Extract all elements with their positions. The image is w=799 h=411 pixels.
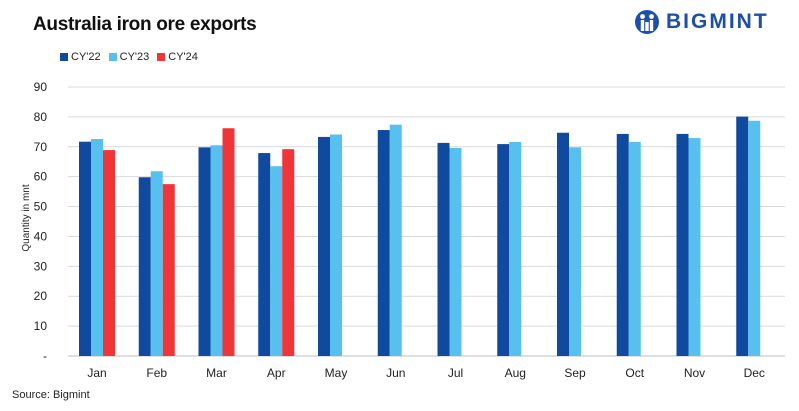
x-tick-label: Mar [206, 366, 227, 380]
bar-cy22 [258, 153, 271, 356]
bar-cy23 [509, 141, 522, 356]
bar-cy22 [437, 142, 450, 356]
bar-cy23 [330, 134, 342, 356]
y-tick-label: 10 [34, 319, 48, 333]
legend-label-cy22: CY'22 [71, 51, 101, 63]
y-tick-label: 60 [34, 170, 48, 184]
legend-swatch-cy24 [157, 53, 166, 61]
x-tick-label: Nov [684, 366, 705, 380]
bar-cy22 [377, 130, 390, 356]
legend-label-cy24: CY'24 [168, 51, 198, 63]
bar-cy23 [688, 138, 701, 356]
legend-swatch-cy23 [108, 53, 117, 61]
x-tick-label: Sep [564, 366, 586, 380]
bar-cy22 [318, 136, 330, 356]
bar-cy22 [198, 147, 211, 356]
legend-label-cy23: CY'23 [119, 51, 150, 63]
bar-cy24 [282, 149, 295, 356]
legend-swatch-cy22 [60, 53, 68, 61]
bar-cy23 [569, 147, 581, 356]
bar-cy22 [138, 177, 151, 356]
x-tick-label: Apr [267, 366, 286, 380]
y-tick-label: 20 [34, 289, 48, 303]
bar-cy22 [497, 144, 510, 356]
x-tick-label: May [325, 366, 348, 380]
bigmint-logo-icon [635, 10, 659, 34]
bar-cy23 [389, 124, 402, 356]
bar-cy23 [748, 120, 761, 356]
bar-cy23 [270, 166, 283, 356]
legend-item-cy24: CY'24 [157, 51, 198, 63]
x-tick-label: Oct [625, 366, 644, 380]
brand-logo: BIGMINT [634, 8, 769, 36]
y-tick-label: 90 [34, 80, 48, 94]
bar-cy24 [222, 128, 235, 356]
x-tick-label: Jan [87, 366, 106, 380]
legend-item-cy23: CY'23 [108, 51, 150, 63]
bar-cy22 [736, 116, 749, 356]
y-tick-label: 30 [34, 259, 48, 273]
y-tick-label: - [43, 349, 47, 363]
bar-cy22 [79, 141, 91, 356]
x-tick-label: Dec [744, 366, 765, 380]
y-tick-label: 70 [34, 140, 48, 154]
x-tick-label: Feb [146, 366, 167, 380]
bar-cy22 [557, 132, 569, 356]
bar-cy23 [91, 139, 103, 356]
chart-title: Australia iron ore exports [33, 14, 257, 35]
bar-cy23 [210, 145, 223, 356]
y-tick-label: 50 [34, 200, 48, 214]
x-tick-label: Jul [448, 366, 463, 380]
x-tick-label: Aug [505, 366, 526, 380]
bar-cy23 [449, 147, 462, 356]
bar-cy22 [616, 133, 629, 356]
x-tick-label: Jun [386, 366, 405, 380]
bar-cy24 [103, 150, 115, 356]
brand-name: BIGMINT [666, 10, 769, 33]
source-note: Source: Bigmint [12, 389, 90, 401]
chart-legend: CY'22 CY'23 CY'24 [60, 51, 206, 63]
bar-cy22 [676, 133, 689, 356]
bar-cy23 [150, 171, 163, 356]
bar-cy23 [628, 141, 641, 356]
bar-cy24 [162, 184, 175, 356]
y-tick-label: 40 [34, 229, 48, 243]
legend-item-cy22: CY'22 [60, 51, 101, 63]
y-tick-label: 80 [34, 110, 48, 124]
